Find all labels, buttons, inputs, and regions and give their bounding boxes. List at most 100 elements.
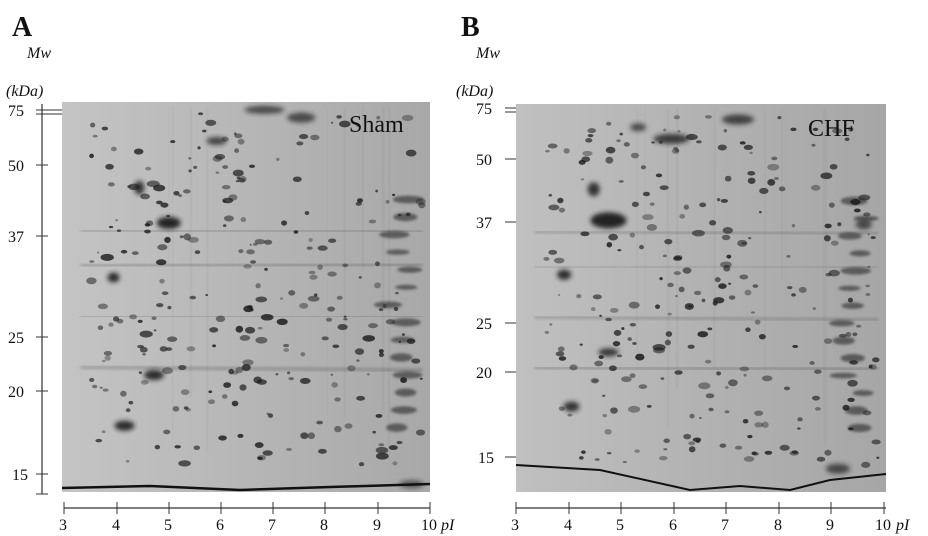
gel-spot bbox=[188, 157, 192, 160]
gel-spot bbox=[389, 353, 413, 362]
gel-spot bbox=[716, 198, 721, 202]
gel-spot bbox=[692, 437, 702, 442]
gel-spot bbox=[144, 229, 151, 234]
gel-spot bbox=[347, 365, 356, 372]
gel-spot bbox=[392, 193, 396, 196]
gel-spot bbox=[663, 438, 671, 444]
gel-spot bbox=[355, 201, 362, 206]
gel-spot bbox=[214, 153, 226, 160]
gel-spot bbox=[635, 353, 645, 361]
gel-spot bbox=[679, 213, 686, 219]
gel-spot bbox=[235, 180, 240, 183]
gel-spot bbox=[418, 201, 426, 209]
gel-spot bbox=[659, 456, 668, 461]
panel-a-gel-bottom-edge bbox=[61, 482, 431, 492]
gel-streak bbox=[781, 108, 783, 280]
gel-spot bbox=[255, 336, 268, 344]
panel-b-mw-tick: 50 bbox=[476, 152, 492, 169]
gel-spot bbox=[855, 219, 872, 230]
gel-spot bbox=[698, 382, 711, 390]
gel-spot bbox=[356, 359, 360, 362]
gel-spot bbox=[159, 278, 165, 284]
gel-streak bbox=[189, 106, 193, 398]
gel-spot bbox=[235, 325, 244, 333]
gel-spot bbox=[374, 282, 381, 289]
gel-spot bbox=[743, 144, 753, 150]
gel-spot bbox=[255, 296, 268, 303]
gel-spot bbox=[742, 418, 749, 424]
gel-spot bbox=[202, 129, 207, 133]
gel-spot bbox=[386, 249, 410, 255]
gel-spot bbox=[330, 121, 334, 124]
gel-spot bbox=[667, 282, 674, 288]
gel-spot bbox=[667, 312, 672, 316]
panel-b-pi-tick: 9 bbox=[826, 517, 834, 534]
gel-spot bbox=[557, 346, 565, 352]
gel-spot bbox=[761, 421, 769, 428]
gel-spot bbox=[105, 163, 114, 170]
gel-spot bbox=[579, 456, 584, 460]
panel-b-gel-bottom-edge bbox=[515, 464, 887, 492]
gel-spot bbox=[707, 327, 713, 331]
gel-spot bbox=[587, 182, 600, 197]
panel-a-mw-tick: 50 bbox=[8, 158, 24, 175]
gel-spot bbox=[582, 150, 593, 157]
gel-spot bbox=[108, 225, 114, 229]
gel-spot bbox=[306, 246, 313, 250]
gel-streak bbox=[362, 106, 364, 271]
gel-spot bbox=[743, 373, 747, 377]
gel-spot bbox=[374, 301, 403, 309]
gel-spot bbox=[590, 307, 596, 312]
gel-spot bbox=[178, 194, 183, 197]
gel-spot bbox=[592, 294, 602, 300]
gel-spot bbox=[704, 115, 712, 119]
gel-spot bbox=[113, 316, 120, 322]
gel-spot bbox=[841, 302, 864, 309]
gel-spot bbox=[186, 346, 196, 352]
gel-spot bbox=[659, 185, 669, 191]
gel-spot bbox=[838, 285, 861, 291]
gel-spot bbox=[701, 298, 706, 303]
gel-spot bbox=[581, 450, 586, 454]
gel-spot bbox=[549, 323, 553, 326]
gel-spot bbox=[847, 397, 855, 403]
gel-spot bbox=[823, 338, 833, 344]
gel-spot bbox=[632, 342, 637, 345]
gel-spot bbox=[798, 286, 807, 293]
gel-spot bbox=[375, 413, 383, 418]
panel-b-y-ticks bbox=[505, 107, 516, 458]
gel-spot bbox=[321, 336, 329, 341]
gel-spot bbox=[553, 257, 565, 264]
gel-spot bbox=[642, 214, 654, 221]
gel-spot bbox=[188, 169, 192, 173]
gel-spot bbox=[232, 169, 244, 177]
gel-spot bbox=[618, 180, 624, 183]
gel-spot bbox=[165, 347, 173, 351]
panel-a-pi-label: pI bbox=[440, 517, 455, 534]
gel-spot bbox=[629, 232, 636, 238]
gel-spot bbox=[820, 172, 833, 180]
gel-spot bbox=[362, 335, 376, 342]
gel-spot bbox=[300, 432, 309, 439]
gel-spot bbox=[829, 320, 855, 327]
gel-streak bbox=[534, 315, 879, 322]
gel-spot bbox=[419, 377, 423, 380]
gel-spot bbox=[847, 126, 854, 132]
gel-spot bbox=[223, 215, 234, 222]
gel-spot bbox=[159, 346, 168, 352]
gel-spot bbox=[865, 293, 871, 296]
gel-spot bbox=[778, 186, 786, 192]
gel-spot bbox=[114, 420, 135, 431]
gel-spot bbox=[317, 245, 328, 251]
gel-spot bbox=[160, 202, 169, 208]
gel-spot bbox=[809, 361, 815, 365]
gel-spot bbox=[642, 191, 650, 197]
gel-spot bbox=[684, 303, 694, 310]
gel-spot bbox=[89, 153, 94, 159]
gel-spot bbox=[870, 236, 876, 240]
gel-spot bbox=[115, 219, 119, 222]
gel-spot bbox=[314, 293, 318, 297]
gel-spot bbox=[837, 232, 862, 240]
gel-spot bbox=[610, 407, 618, 414]
gel-spot bbox=[276, 157, 280, 161]
